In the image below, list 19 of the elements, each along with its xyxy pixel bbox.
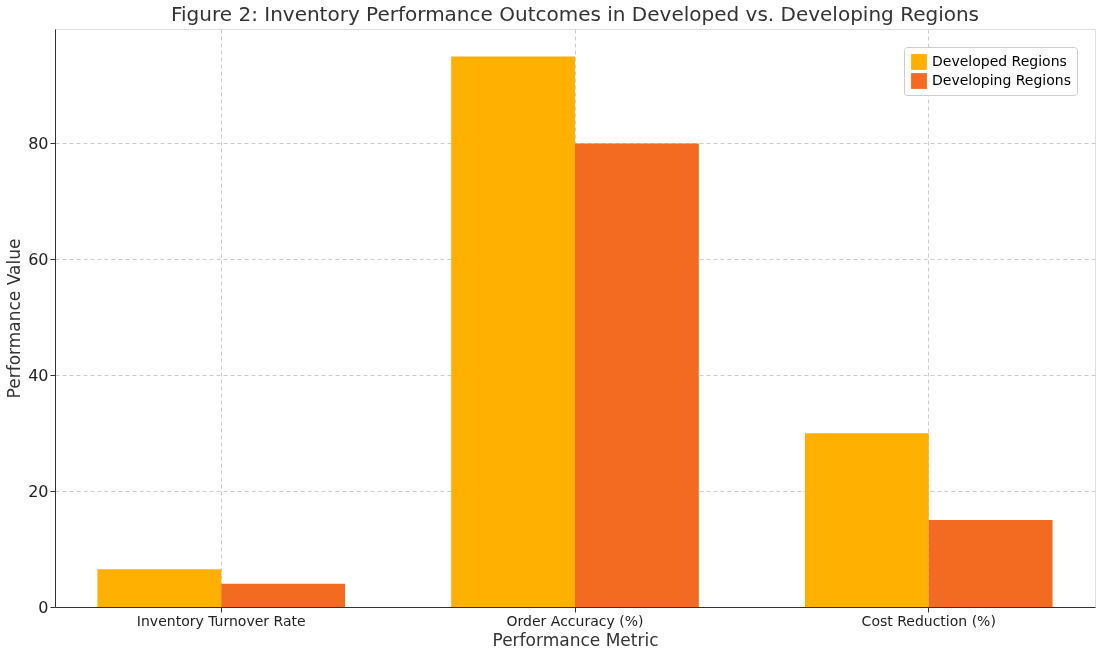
x-axis-title: Performance Metric xyxy=(492,629,659,650)
y-tick-label: 0 xyxy=(38,597,49,617)
x-tick-label: Cost Reduction (%) xyxy=(861,612,996,629)
bar xyxy=(575,143,699,607)
bar xyxy=(928,520,1053,607)
legend-label: Developing Regions xyxy=(932,72,1071,88)
x-tick-label: Inventory Turnover Rate xyxy=(136,612,306,629)
bar xyxy=(804,433,929,607)
y-axis-title: Performance Value xyxy=(4,238,25,399)
bar xyxy=(221,583,346,607)
legend-label: Developed Regions xyxy=(932,53,1067,69)
bar xyxy=(97,569,222,607)
y-tick-label: 80 xyxy=(28,133,49,153)
bar xyxy=(451,56,575,607)
y-tick-label: 40 xyxy=(28,365,49,385)
y-tick-label: 60 xyxy=(28,249,49,269)
y-tick-label: 20 xyxy=(28,481,49,501)
chart-title: Figure 2: Inventory Performance Outcomes in Developed vs. Developing Regions xyxy=(170,2,980,26)
x-tick-label: Order Accuracy (%) xyxy=(506,612,644,629)
